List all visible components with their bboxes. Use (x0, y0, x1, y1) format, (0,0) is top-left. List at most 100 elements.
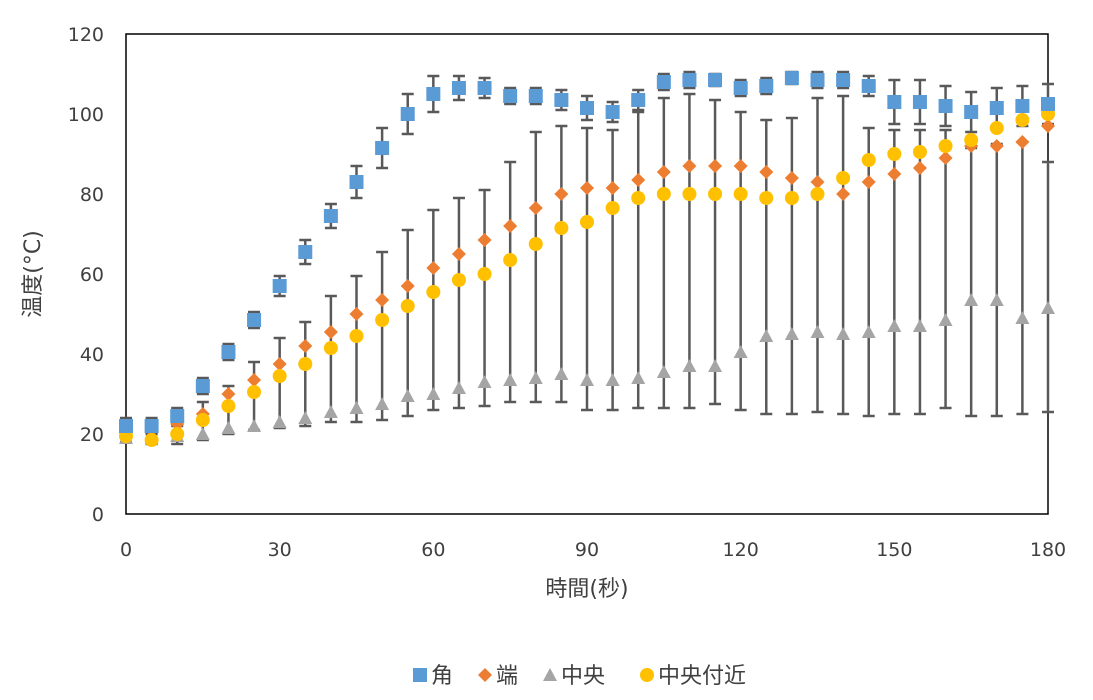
data-point (964, 133, 979, 147)
data-point (861, 153, 876, 167)
x-tick-label: 90 (575, 539, 599, 561)
x-tick-label: 0 (120, 539, 132, 561)
data-point (989, 101, 1004, 115)
x-tick-labels: 0 30 60 90 120 150 180 (120, 539, 1066, 561)
y-tick-label: 120 (68, 24, 104, 46)
legend-label: 中央付近 (658, 664, 746, 689)
data-point (528, 237, 543, 251)
data-point (989, 121, 1004, 135)
data-point (298, 411, 313, 424)
data-point (708, 359, 723, 372)
data-point (323, 325, 338, 339)
data-point (247, 385, 262, 399)
series-3 (119, 107, 1055, 447)
data-point (426, 285, 441, 299)
data-point (631, 371, 646, 384)
data-point (400, 107, 415, 121)
data-point (247, 313, 262, 327)
data-point (554, 187, 569, 201)
y-tick-label: 100 (68, 104, 104, 126)
data-point (682, 73, 697, 87)
data-point (144, 433, 159, 447)
data-point (938, 139, 953, 153)
data-point (503, 253, 518, 267)
data-point (349, 307, 364, 321)
data-point (810, 73, 825, 87)
data-point (400, 389, 415, 402)
data-point (528, 201, 543, 215)
data-point (400, 299, 415, 313)
data-point (938, 151, 953, 165)
data-point (989, 293, 1004, 306)
data-point (221, 345, 236, 359)
data-point (759, 79, 774, 93)
x-axis-title: 時間(秒) (545, 577, 628, 602)
series-2 (119, 293, 1055, 444)
data-point (349, 175, 364, 189)
data-point (708, 73, 723, 87)
data-point (912, 161, 927, 175)
data-point (912, 319, 927, 332)
data-point (298, 357, 313, 371)
data-point (656, 75, 671, 89)
y-tick-label: 0 (92, 504, 104, 526)
data-point (733, 159, 748, 173)
data-point (964, 293, 979, 306)
data-point (272, 279, 287, 293)
data-point (477, 233, 492, 247)
data-point (170, 409, 185, 423)
data-point (887, 319, 902, 332)
data-point (554, 93, 569, 107)
data-point (195, 379, 210, 393)
data-point (656, 165, 671, 179)
data-point (528, 371, 543, 384)
data-point (195, 413, 210, 427)
x-tick-label: 150 (876, 539, 912, 561)
legend-marker (543, 668, 557, 681)
data-point (759, 191, 774, 205)
data-point (375, 397, 390, 410)
legend-marker (478, 668, 492, 682)
data-point (912, 95, 927, 109)
data-point (554, 221, 569, 235)
y-tick-labels: 0 20 40 60 80 100 120 (68, 24, 104, 526)
data-point (887, 95, 902, 109)
data-point (810, 187, 825, 201)
data-point (298, 245, 313, 259)
data-point (503, 219, 518, 233)
data-point (119, 419, 133, 433)
legend-marker (640, 668, 654, 682)
data-point (759, 165, 774, 179)
data-point (1015, 311, 1030, 324)
legend-label: 中央 (561, 664, 605, 689)
y-axis-title: 温度(°C) (21, 230, 46, 318)
data-point (503, 373, 518, 386)
data-point (349, 329, 364, 343)
data-point (861, 175, 876, 189)
data-point (375, 313, 390, 327)
data-point (836, 171, 851, 185)
data-point (298, 339, 313, 353)
x-tick-label: 30 (268, 539, 292, 561)
data-point (451, 81, 466, 95)
data-point (631, 191, 646, 205)
data-point (1015, 135, 1030, 149)
data-point (631, 93, 646, 107)
data-point (784, 171, 799, 185)
data-point (810, 325, 825, 338)
data-point (989, 139, 1004, 153)
data-point (272, 415, 287, 428)
data-point (477, 375, 492, 388)
x-tick-label: 120 (723, 539, 759, 561)
data-point (605, 105, 620, 119)
data-point (272, 357, 287, 371)
data-point (528, 89, 543, 103)
data-point (682, 159, 697, 173)
data-point (426, 261, 441, 275)
data-point (887, 167, 902, 181)
data-point (912, 145, 927, 159)
data-point (323, 341, 338, 355)
data-point (810, 175, 825, 189)
data-point (503, 89, 518, 103)
